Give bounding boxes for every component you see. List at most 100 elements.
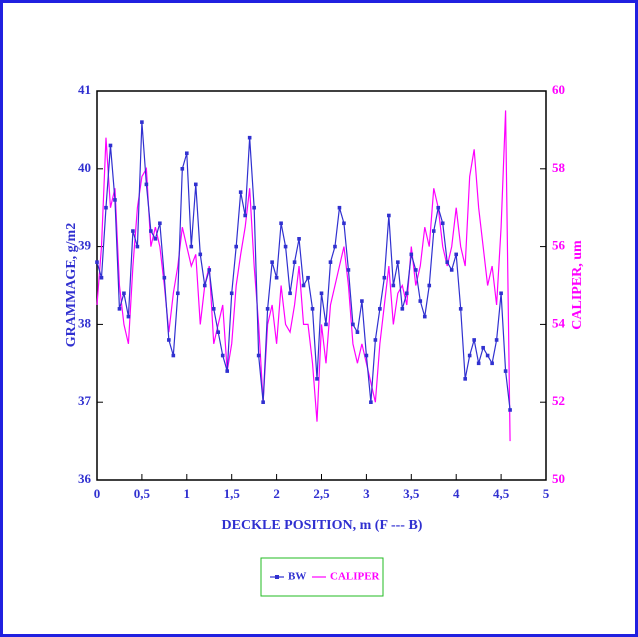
point-marker (234, 244, 238, 249)
x-tick-label: 2,5 (313, 486, 330, 501)
x-tick-label: 1 (184, 486, 191, 501)
point-marker (220, 353, 225, 358)
x-tick-label: 4,5 (493, 486, 510, 501)
point-marker (503, 369, 508, 373)
point-marker (283, 244, 288, 249)
point-marker (162, 275, 167, 280)
point-marker (238, 190, 243, 194)
x-tick-label: 1,5 (224, 486, 241, 501)
point-marker (126, 314, 131, 319)
point-marker (337, 205, 342, 210)
point-marker (328, 260, 333, 264)
point-marker (445, 260, 450, 264)
point-marker (270, 260, 274, 264)
x-tick-label: 0,5 (134, 486, 151, 501)
point-marker (292, 260, 297, 264)
point-marker (499, 291, 503, 296)
point-marker (324, 322, 328, 327)
point-marker (431, 229, 436, 233)
x-tick-label: 2 (273, 486, 280, 501)
point-marker (508, 408, 512, 412)
point-marker (458, 307, 463, 311)
point-marker (180, 167, 185, 171)
point-marker (351, 322, 355, 327)
point-marker (315, 377, 319, 381)
point-marker (440, 221, 445, 226)
point-marker (364, 353, 369, 358)
point-marker (494, 338, 499, 342)
point-marker (346, 268, 351, 272)
point-marker (104, 205, 108, 210)
point-marker (189, 244, 194, 249)
point-marker (333, 244, 337, 249)
point-marker (418, 299, 423, 303)
point-marker (261, 400, 265, 404)
point-marker (256, 353, 261, 358)
point-marker (409, 252, 414, 257)
point-marker (211, 307, 216, 311)
point-marker (342, 221, 346, 226)
point-marker (202, 283, 207, 288)
y2-tick-label: 54 (552, 315, 566, 330)
point-marker (252, 205, 256, 210)
series-line (96, 110, 511, 442)
point-marker (301, 283, 306, 288)
y-tick-label: 41 (78, 82, 91, 97)
point-marker (463, 377, 467, 381)
point-marker (158, 221, 162, 226)
point-marker (167, 338, 171, 342)
legend-box (260, 557, 384, 597)
point-marker (319, 291, 324, 296)
point-marker (454, 252, 458, 257)
point-marker (279, 221, 283, 226)
point-marker (355, 330, 360, 334)
y-tick-label: 40 (78, 160, 91, 175)
y-tick-label: 37 (78, 393, 92, 408)
y2-tick-label: 52 (552, 393, 565, 408)
point-marker (243, 213, 247, 218)
point-marker (391, 283, 396, 288)
point-marker (427, 283, 432, 288)
x-tick-label: 0 (94, 486, 101, 501)
x-tick-label: 3 (363, 486, 370, 501)
y2-tick-label: 50 (552, 471, 565, 486)
point-marker (490, 361, 494, 366)
point-marker (95, 260, 99, 264)
point-marker (113, 198, 117, 202)
point-marker (225, 369, 230, 373)
point-marker (400, 307, 405, 311)
point-marker (310, 307, 315, 311)
point-marker (140, 120, 144, 124)
y2-tick-label: 58 (552, 160, 566, 175)
point-marker (108, 143, 113, 148)
y2-axis-label: CALIPER, um (570, 240, 585, 330)
y-tick-label: 39 (78, 238, 92, 253)
point-marker (378, 307, 382, 311)
point-marker (373, 338, 378, 342)
point-marker (149, 229, 153, 233)
point-marker (288, 291, 292, 296)
point-marker (122, 291, 126, 296)
y2-tick-label: 56 (552, 238, 566, 253)
point-marker (265, 307, 270, 311)
legend-label: BW (288, 571, 306, 583)
point-marker (198, 252, 203, 257)
y-tick-label: 36 (78, 471, 92, 486)
point-marker (117, 307, 122, 311)
point-marker (382, 275, 387, 280)
point-marker (216, 330, 221, 334)
point-marker (135, 244, 140, 249)
y-tick-label: 38 (78, 315, 92, 330)
x-tick-label: 4 (453, 486, 460, 501)
point-marker (193, 182, 198, 187)
point-marker (396, 260, 400, 264)
point-marker (436, 205, 441, 210)
point-marker (360, 299, 364, 303)
point-marker (405, 291, 409, 296)
point-marker (481, 345, 485, 350)
series-line (96, 122, 511, 411)
point-marker (306, 275, 310, 280)
point-marker (387, 213, 391, 218)
